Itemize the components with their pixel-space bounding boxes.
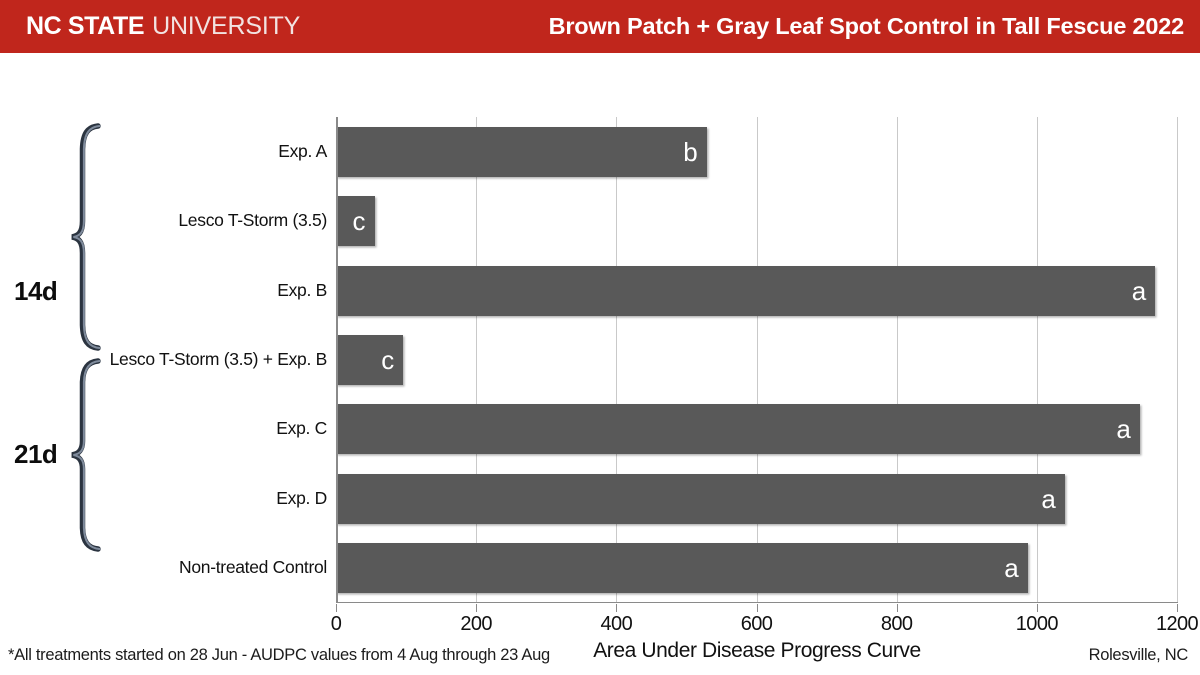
bar-row: c	[336, 196, 1177, 247]
x-axis-tick-mark	[336, 604, 337, 612]
bar-significance-letter: a	[1116, 414, 1131, 445]
y-axis-line	[336, 117, 338, 603]
brand-bold-text: NC STATE	[26, 12, 145, 40]
bar[interactable]: a	[336, 404, 1140, 455]
x-axis-tick-label: 1000	[1015, 613, 1059, 635]
x-axis-tick-mark	[616, 604, 618, 612]
x-axis-tick-label: 400	[600, 613, 633, 635]
bar[interactable]: a	[336, 543, 1028, 594]
page-header: NC STATE UNIVERSITY Brown Patch + Gray L…	[0, 0, 1200, 53]
gridline	[1177, 117, 1178, 603]
gridline	[1036, 117, 1038, 603]
x-axis-tick-label: 0	[330, 613, 342, 635]
bar-row: a	[336, 543, 1177, 594]
x-axis-tick-mark	[756, 604, 758, 612]
bar-significance-letter: b	[683, 136, 698, 167]
bar-significance-letter: c	[381, 344, 395, 375]
x-axis-tick-mark	[1177, 604, 1178, 612]
category-label: Exp. C	[276, 418, 327, 439]
y-axis-category-labels: Exp. A Lesco T-Storm (3.5) Exp. B Lesco T-S…	[0, 117, 336, 603]
bar[interactable]: a	[336, 265, 1156, 316]
bar-row: a	[336, 473, 1177, 524]
x-axis-title: Area Under Disease Progress Curve	[593, 639, 921, 662]
category-label: Exp. D	[276, 487, 327, 508]
location-text: Rolesville, NC	[1088, 646, 1189, 664]
x-axis-tick-label: 800	[880, 613, 913, 635]
page-title: Brown Patch + Gray Leaf Spot Control in …	[548, 13, 1185, 39]
x-axis-line	[336, 602, 1178, 604]
category-label: Lesco T-Storm (3.5) + Exp. B	[109, 349, 328, 369]
bar-significance-letter: a	[1131, 275, 1147, 306]
group-brace-21d	[68, 358, 102, 552]
plot-area: b c a c a a a	[336, 117, 1178, 603]
group-label-14d: 14d	[14, 276, 58, 306]
category-label: Exp. A	[278, 140, 327, 161]
gridline	[896, 117, 898, 603]
bar-row: a	[336, 404, 1177, 455]
bar-row: c	[336, 335, 1177, 385]
nc-state-logo: NC STATE UNIVERSITY	[26, 12, 300, 41]
bar[interactable]: c	[336, 196, 375, 247]
group-label-21d: 21d	[14, 439, 58, 469]
group-brace-14d	[68, 123, 102, 351]
gridline	[476, 117, 478, 603]
bar-significance-letter: a	[1004, 553, 1019, 584]
x-axis-tick-labels: 0 200 400 600 800 1000 1200	[0, 604, 1200, 635]
bar[interactable]: a	[336, 473, 1065, 524]
category-label: Lesco T-Storm (3.5)	[178, 210, 327, 231]
gridline	[616, 117, 618, 603]
footnote-text: *All treatments started on 28 Jun - AUDP…	[8, 646, 550, 664]
bar-row: a	[336, 265, 1177, 316]
bar[interactable]: b	[336, 126, 707, 177]
category-label: Exp. B	[277, 279, 327, 300]
chart-container: b c a c a a a Exp. A Lesco T-Storm (3.5) Exp. B L…	[0, 53, 1200, 675]
category-label: Non-treated Control	[179, 557, 327, 578]
x-axis-tick-label: 600	[740, 613, 773, 635]
x-axis-tick-label: 200	[460, 613, 492, 635]
bar-row: b	[336, 126, 1177, 177]
gridline	[756, 117, 758, 603]
x-axis-tick-mark	[1036, 604, 1038, 612]
x-axis-tick-mark	[476, 604, 478, 612]
bar-significance-letter: a	[1041, 483, 1056, 514]
bar-significance-letter: c	[352, 206, 366, 237]
x-axis-tick-mark	[896, 604, 898, 612]
x-axis-tick-label: 1200	[1155, 613, 1199, 635]
brand-light-text: UNIVERSITY	[152, 12, 301, 40]
bar[interactable]: c	[336, 335, 404, 385]
